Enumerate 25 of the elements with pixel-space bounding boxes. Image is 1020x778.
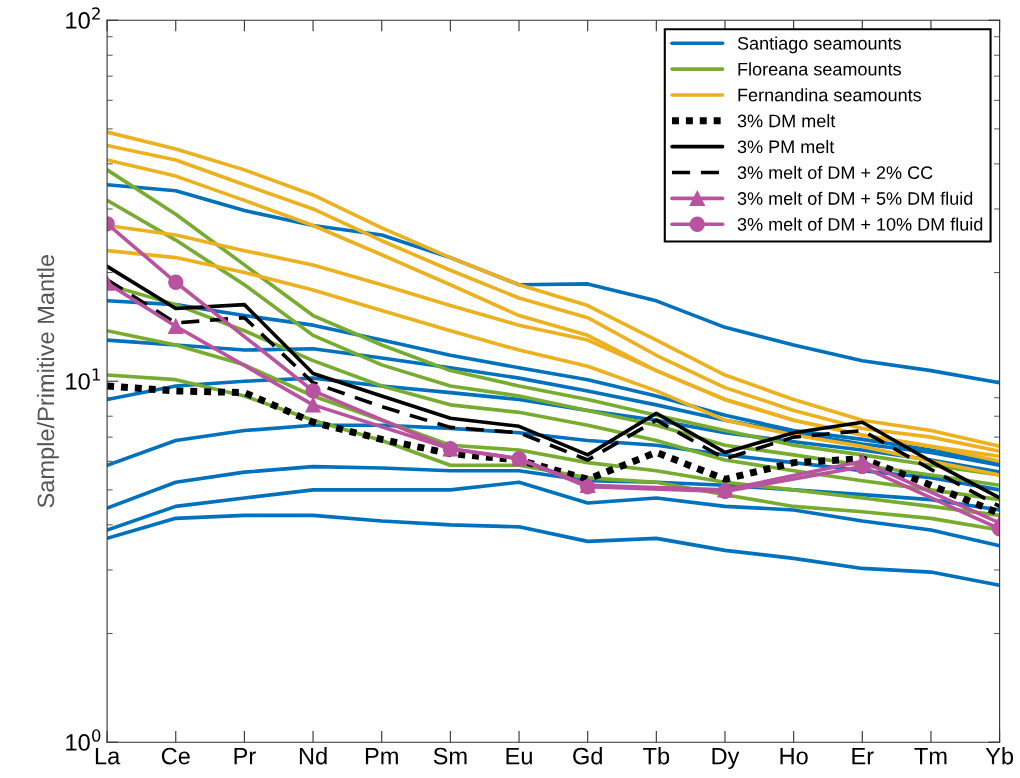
x-tick-label: Eu [506,747,532,765]
y-tick-label: 10$^{1}$ [66,368,100,390]
x-tick-label: Pr [234,747,256,765]
x-tick-label: Nd [299,747,327,765]
x-tick-label: Tm [914,747,947,765]
y-tick-label: 10$^{2}$ [66,7,100,29]
x-tick-label: Sm [433,747,467,765]
x-tick-label: Ce [161,747,190,765]
legend-label: 3% melt of DM + 10% DM fluid [737,217,983,231]
legend-label: 3% melt of DM + 2% CC [737,165,933,180]
legend-label: 3% melt of DM + 5% DM fluid [737,191,973,205]
x-tick-label: Er [852,747,874,765]
legend-label: Floreana seamounts [738,62,901,76]
x-tick-label: Tb [643,747,670,765]
y-axis-title: Sample/Primitive Mantle [36,254,59,508]
legend-label: Santiago seamounts [737,36,901,54]
x-tick-label: Yb [985,747,1014,765]
x-tick-label: Ho [780,747,808,765]
x-tick-label: La [95,747,121,765]
legend-label: 3% DM melt [737,114,836,128]
x-tick-label: Pm [365,747,398,765]
x-tick-label: Gd [573,747,602,765]
legend-label: 3% PM melt [737,139,835,154]
legend-label: Fernandina seamounts [738,88,922,102]
x-tick-label: Dy [712,747,740,770]
